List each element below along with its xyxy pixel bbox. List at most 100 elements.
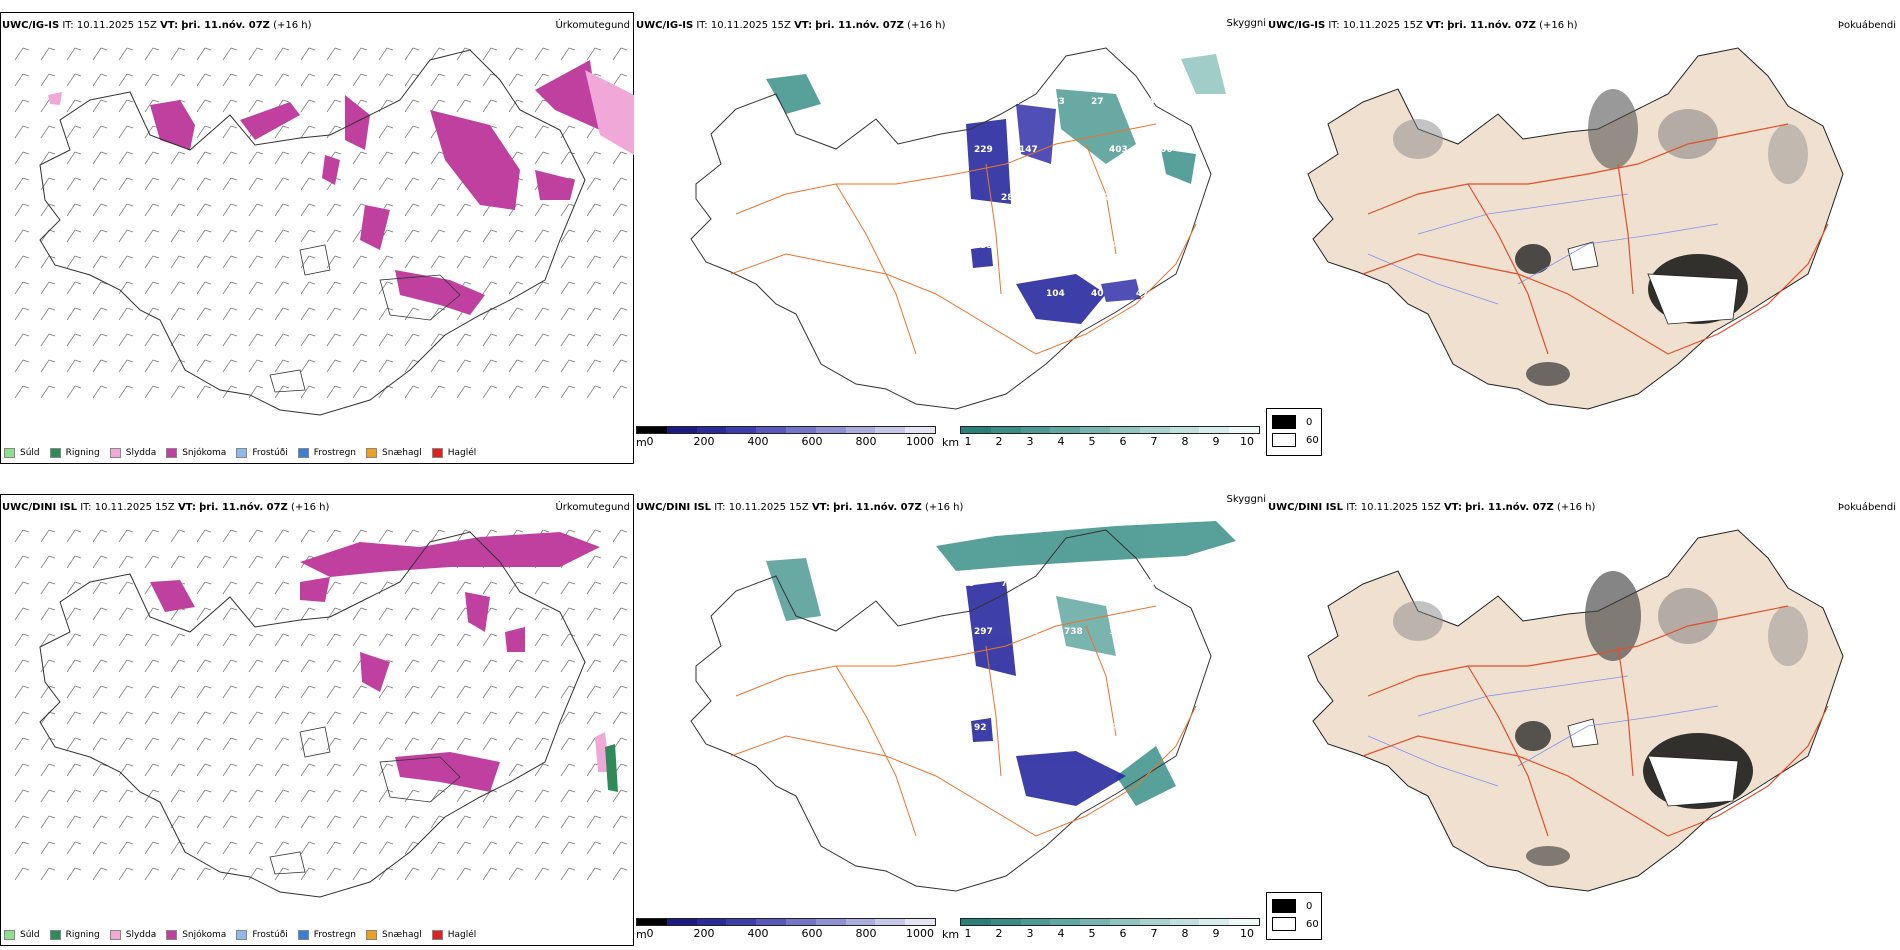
- wind-barb: [222, 99, 238, 113]
- wind-barb: [300, 47, 316, 61]
- wind-barbs: [14, 47, 628, 399]
- wind-barb: [66, 789, 82, 803]
- wind-barb: [222, 659, 238, 673]
- wind-barb: [534, 307, 550, 321]
- wind-barb: [378, 685, 394, 699]
- wind-barb: [66, 659, 82, 673]
- wind-barb: [326, 333, 342, 347]
- wind-barb: [144, 281, 160, 295]
- visibility-value-label: 794: [1001, 579, 1020, 589]
- wind-barb: [40, 307, 56, 321]
- fog-areas: [1393, 89, 1808, 386]
- wind-barb: [612, 177, 628, 191]
- wind-barb: [196, 685, 212, 699]
- it-value: 10.11.2025 15Z: [1360, 502, 1441, 513]
- wind-barb: [248, 763, 264, 777]
- wind-barb: [92, 229, 108, 243]
- wind-barb: [92, 737, 108, 751]
- precip-areas: [48, 60, 634, 315]
- vt-prefix: VT:: [811, 502, 830, 513]
- wind-barb: [586, 633, 602, 647]
- wind-barb: [66, 203, 82, 217]
- visibility-value-label: 126: [1001, 289, 1020, 299]
- wind-barb: [222, 737, 238, 751]
- tick: 3: [1026, 927, 1034, 940]
- wind-barb: [14, 841, 30, 855]
- wind-barb: [456, 815, 472, 829]
- wind-barb: [14, 659, 30, 673]
- wind-barb: [378, 307, 394, 321]
- wind-barb: [404, 633, 420, 647]
- wind-barb: [300, 607, 316, 621]
- legend-item: Frostúði: [236, 930, 288, 940]
- wind-barb: [144, 555, 160, 569]
- legend-swatch: [366, 930, 378, 940]
- wind-barb: [352, 815, 368, 829]
- wind-barb: [404, 151, 420, 165]
- visibility-value-label: 92: [974, 723, 987, 733]
- wind-barb: [560, 867, 576, 881]
- wind-barb: [144, 151, 160, 165]
- fog-area: [1393, 601, 1443, 641]
- wind-barb: [482, 659, 498, 673]
- wind-barb: [222, 867, 238, 881]
- wind-barb: [508, 385, 524, 399]
- wind-barb: [560, 659, 576, 673]
- visibility-title-row1: UWC/IG-IS IT: 10.11.2025 15Z VT: þri. 11…: [636, 20, 1266, 34]
- low-ceiling-area: [971, 718, 993, 742]
- ceiling-colorbar-row1: 0 200 400 600 800 1000 m: [636, 426, 936, 449]
- wind-barb: [586, 281, 602, 295]
- wind-barb: [612, 47, 628, 61]
- wind-barb: [118, 789, 134, 803]
- wind-barb: [508, 711, 524, 725]
- wind-barb: [404, 659, 420, 673]
- wind-barb: [40, 529, 56, 543]
- wind-barb: [118, 633, 134, 647]
- wind-barb: [300, 633, 316, 647]
- visibility-value-label: 656: [1109, 241, 1128, 251]
- wind-barb: [430, 581, 446, 595]
- precip-map-row1: [14, 47, 634, 416]
- wind-barb: [144, 73, 160, 87]
- fog-area: [1588, 89, 1638, 169]
- wind-barb: [196, 73, 212, 87]
- wind-barb: [274, 763, 290, 777]
- wind-barb: [118, 47, 134, 61]
- wind-barb: [352, 607, 368, 621]
- wind-barb: [534, 255, 550, 269]
- wind-barb: [222, 125, 238, 139]
- wind-barb: [560, 633, 576, 647]
- visibility-value-label: 147: [1019, 145, 1038, 155]
- wind-barb: [534, 203, 550, 217]
- wind-barb: [274, 815, 290, 829]
- legend-swatch: [49, 930, 61, 940]
- wind-barb: [508, 581, 524, 595]
- wind-barb: [534, 333, 550, 347]
- legend-swatch: [431, 930, 443, 940]
- wind-barb: [92, 255, 108, 269]
- visibility-value-label: 53: [1091, 579, 1104, 589]
- sleet-area: [585, 70, 634, 155]
- wind-barb: [300, 659, 316, 673]
- legend-item: Haglél: [431, 930, 476, 940]
- precip-frame-row2: [0, 494, 634, 946]
- wind-barb: [196, 359, 212, 373]
- wind-barb: [118, 255, 134, 269]
- wind-barb: [274, 177, 290, 191]
- wind-barb: [40, 281, 56, 295]
- legend-label: Frostúði: [252, 448, 288, 458]
- wind-barb: [534, 633, 550, 647]
- wind-barb: [196, 177, 212, 191]
- wind-barb: [456, 385, 472, 399]
- wind-barb: [274, 659, 290, 673]
- visibility-value-label: 125: [1136, 579, 1155, 589]
- low-ceiling-area: [1016, 751, 1126, 806]
- lead-time: (+16 h): [273, 20, 312, 31]
- snow-area: [395, 270, 485, 315]
- lead-time: (+16 h): [290, 502, 330, 513]
- fog-area: [1658, 588, 1718, 644]
- ceiling-colorbar: [636, 918, 936, 926]
- visibility-value-labels: 205 841 183 27 274 229 147 587 403 300 68 285 130 132…: [956, 97, 1173, 299]
- wind-barb: [456, 711, 472, 725]
- wind-barb: [222, 555, 238, 569]
